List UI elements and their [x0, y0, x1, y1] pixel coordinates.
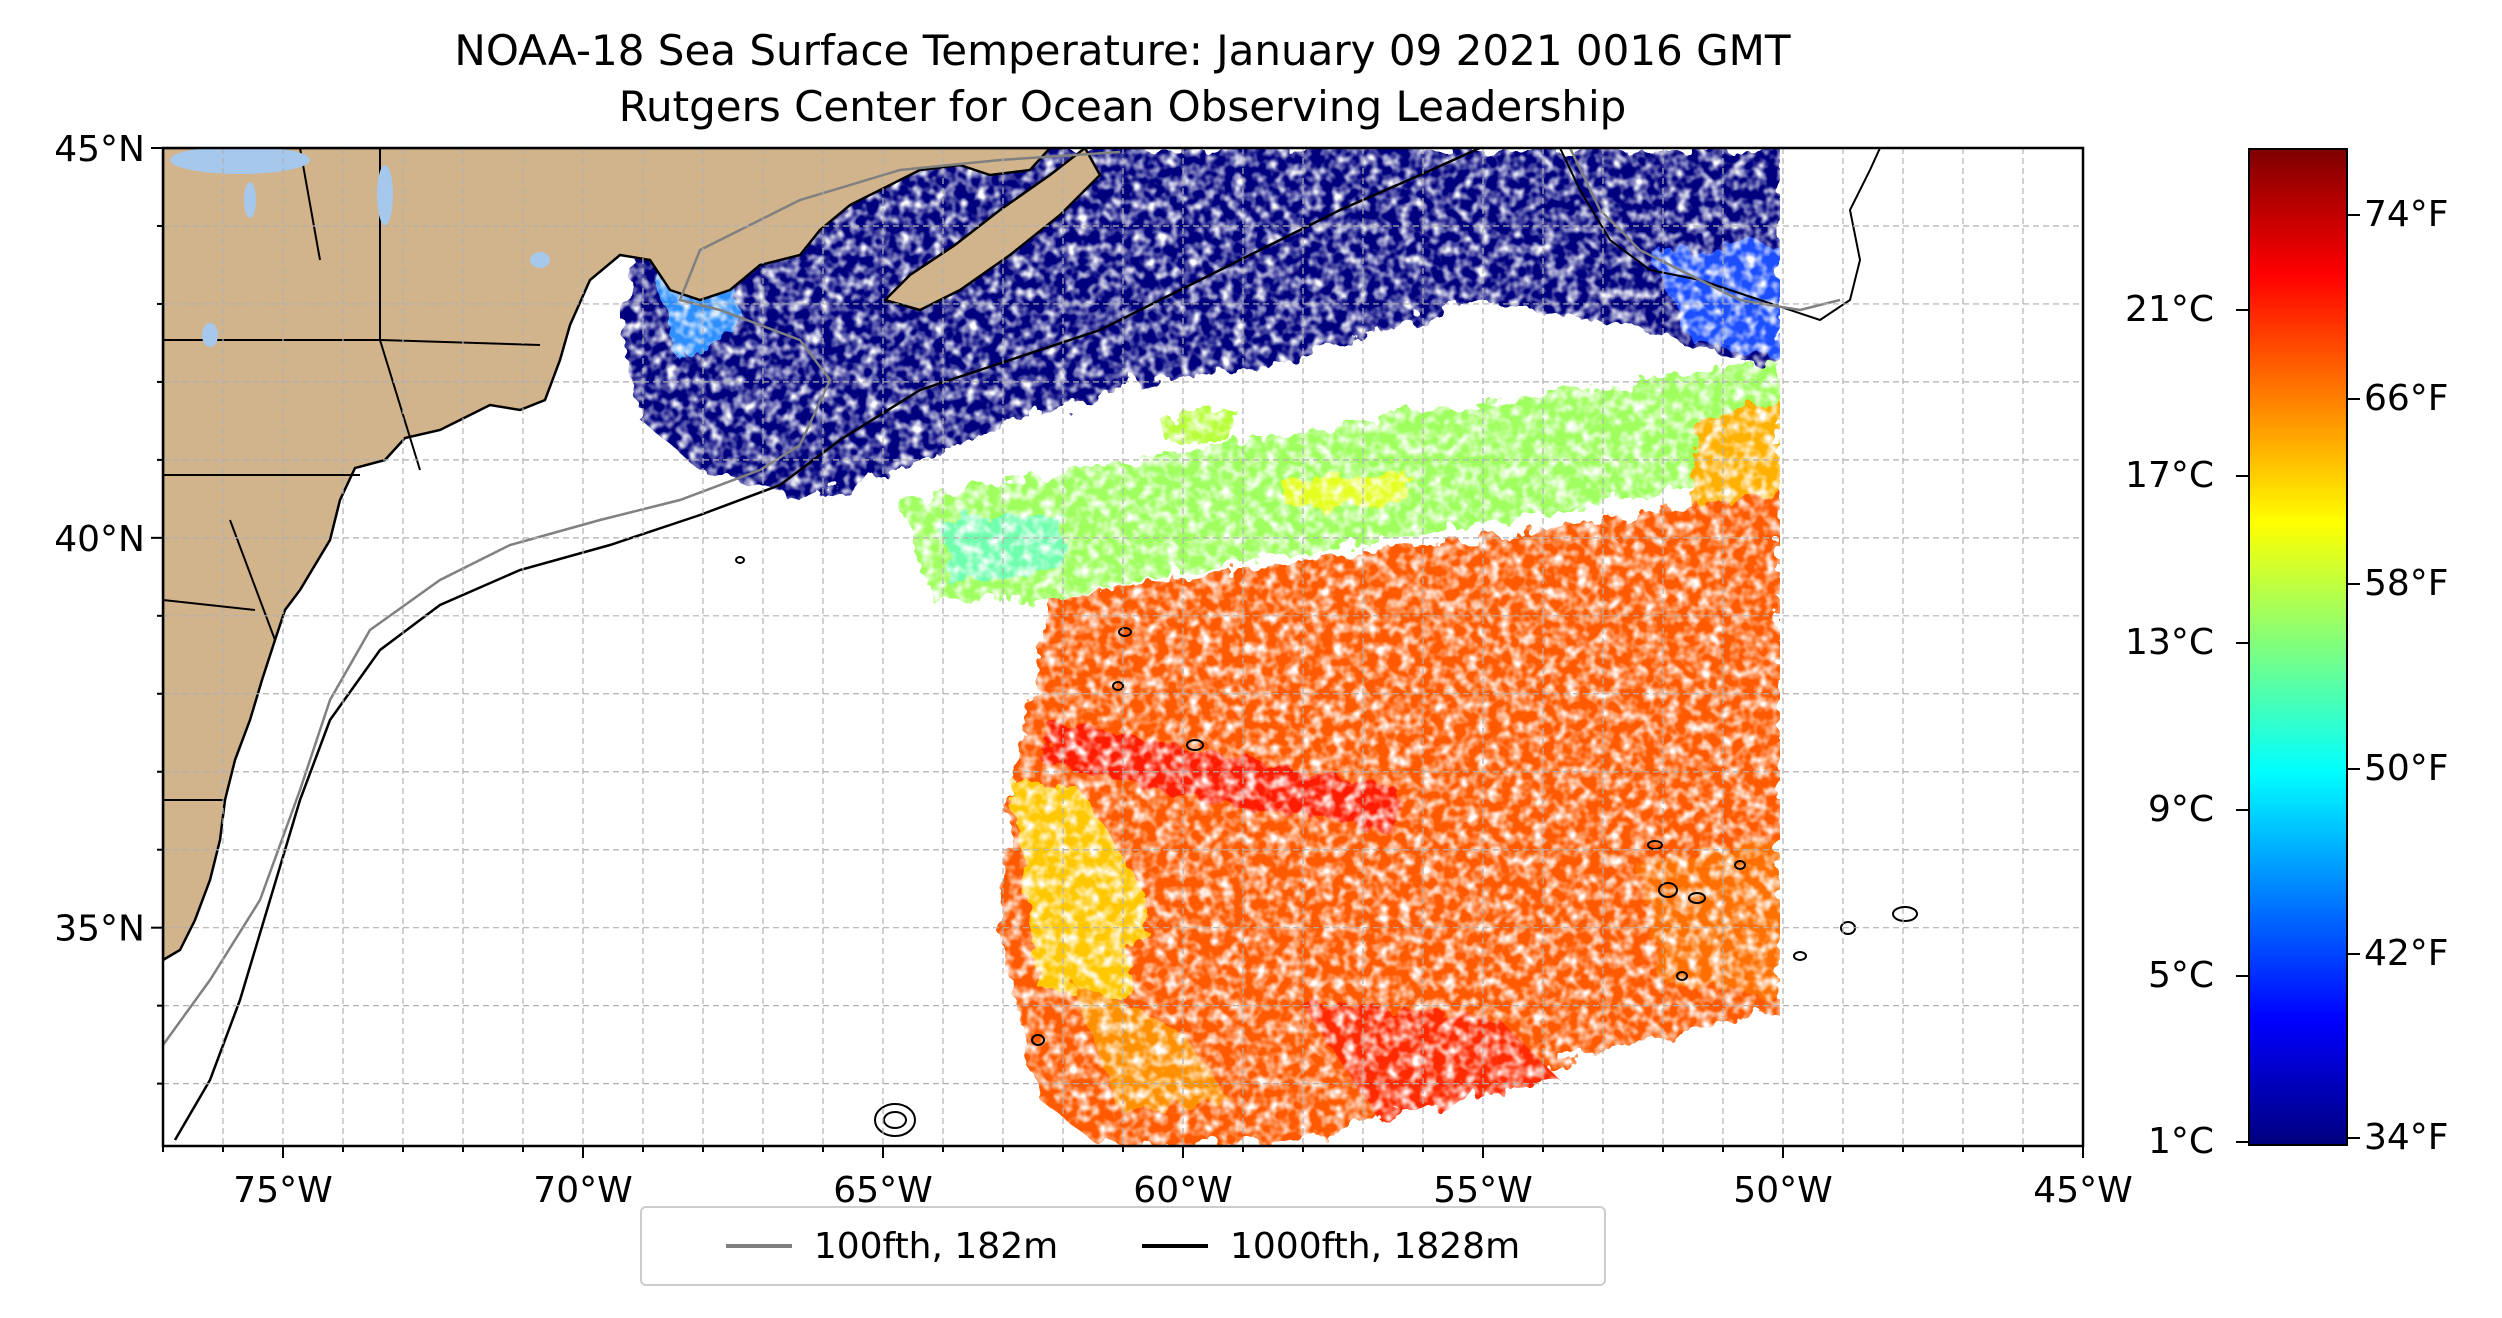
legend-swatch-1000fth — [1141, 1244, 1208, 1248]
lat-tick-label: 40°N — [54, 519, 145, 560]
newfoundland-coast — [1559, 148, 1881, 322]
colorbar-tick — [2348, 583, 2360, 585]
lon-tick-label: 55°W — [1433, 1170, 1532, 1211]
colorbar-tick — [2348, 398, 2360, 400]
lon-tick-label: 70°W — [533, 1170, 632, 1211]
colorbar-tick — [2236, 309, 2248, 311]
colorbar-tick — [2236, 975, 2248, 977]
colorbar-celsius-label: 9°C — [2147, 789, 2214, 830]
land-mass — [163, 148, 1052, 962]
colorbar-celsius-label: 5°C — [2147, 955, 2214, 996]
colorbar-celsius-label: 1°C — [2147, 1121, 2214, 1162]
legend-swatch-100fth — [725, 1244, 792, 1248]
gridlines — [163, 148, 2083, 1146]
latitude-labels: 45°N 40°N 35°N — [54, 129, 145, 950]
contour-100fth — [163, 150, 1121, 1046]
lon-tick-label: 75°W — [233, 1170, 332, 1211]
state-borders — [163, 148, 541, 801]
colorbar — [2248, 148, 2348, 1146]
colorbar-tick — [2348, 953, 2360, 955]
lon-tick-label: 60°W — [1133, 1170, 1232, 1211]
contour-100fth-grand-banks — [1568, 148, 1841, 312]
lat-tick-label: 45°N — [54, 129, 145, 170]
colorbar-tick — [2348, 1137, 2360, 1139]
contour-legend: 100fth, 182m 1000fth, 1828m — [640, 1206, 1606, 1286]
colorbar-fahrenheit-label: 42°F — [2364, 933, 2449, 974]
colorbar-tick — [2236, 642, 2248, 644]
seamount-contours — [735, 556, 1918, 1137]
colorbar-fahrenheit-label: 50°F — [2364, 748, 2449, 789]
contour-1000fth — [173, 148, 1481, 1141]
colorbar-fahrenheit-label: 34°F — [2364, 1117, 2449, 1158]
figure-subtitle: Rutgers Center for Ocean Observing Leade… — [618, 82, 1627, 131]
colorbar-celsius-label: 21°C — [2125, 289, 2214, 330]
legend-entry-100fth: 100fth, 182m — [725, 1225, 1059, 1267]
colorbar-tick — [2236, 475, 2248, 477]
figure-title: NOAA-18 Sea Surface Temperature: January… — [454, 26, 1791, 75]
land-nova-scotia — [882, 148, 1102, 312]
lat-tick-label: 35°N — [54, 909, 145, 950]
legend-label-1000fth: 1000fth, 1828m — [1229, 1225, 1521, 1267]
colorbar-fahrenheit-label: 74°F — [2364, 194, 2449, 235]
lon-tick-label: 45°W — [2033, 1170, 2132, 1211]
longitude-labels: 75°W 70°W 65°W 60°W 55°W 50°W 45°W — [233, 1170, 2132, 1211]
colorbar-tick — [2236, 1141, 2248, 1143]
colorbar-celsius-label: 13°C — [2125, 622, 2214, 663]
colorbar-tick — [2236, 809, 2248, 811]
colorbar-fahrenheit-label: 66°F — [2364, 378, 2449, 419]
legend-label-100fth: 100fth, 182m — [813, 1225, 1059, 1267]
colorbar-tick — [2348, 214, 2360, 216]
lakes — [170, 148, 550, 347]
lon-tick-label: 50°W — [1733, 1170, 1832, 1211]
lon-tick-label: 65°W — [833, 1170, 932, 1211]
axis-ticks — [151, 147, 2084, 1158]
legend-entry-1000fth: 1000fth, 1828m — [1141, 1225, 1521, 1267]
colorbar-fahrenheit-label: 58°F — [2364, 563, 2449, 604]
colorbar-tick — [2348, 768, 2360, 770]
colorbar-celsius-label: 17°C — [2125, 455, 2214, 496]
